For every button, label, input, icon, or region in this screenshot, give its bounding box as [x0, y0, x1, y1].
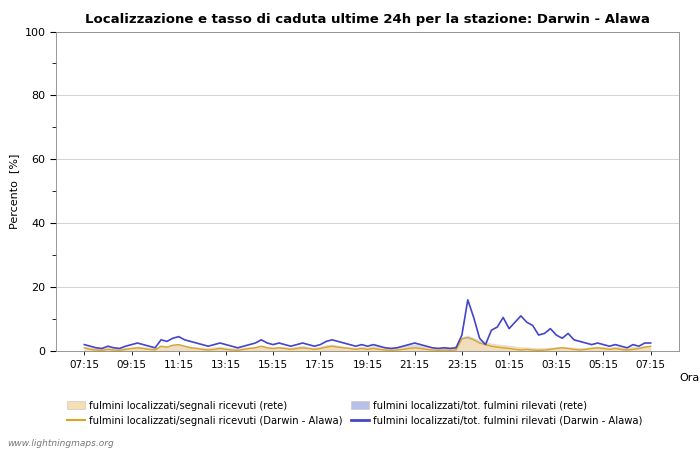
Y-axis label: Percento  [%]: Percento [%]	[9, 153, 19, 229]
Text: Orario: Orario	[679, 374, 700, 383]
Legend: fulmini localizzati/segnali ricevuti (rete), fulmini localizzati/segnali ricevut: fulmini localizzati/segnali ricevuti (re…	[67, 401, 642, 426]
Text: www.lightningmaps.org: www.lightningmaps.org	[7, 439, 113, 448]
Title: Localizzazione e tasso di caduta ultime 24h per la stazione: Darwin - Alawa: Localizzazione e tasso di caduta ultime …	[85, 13, 650, 26]
